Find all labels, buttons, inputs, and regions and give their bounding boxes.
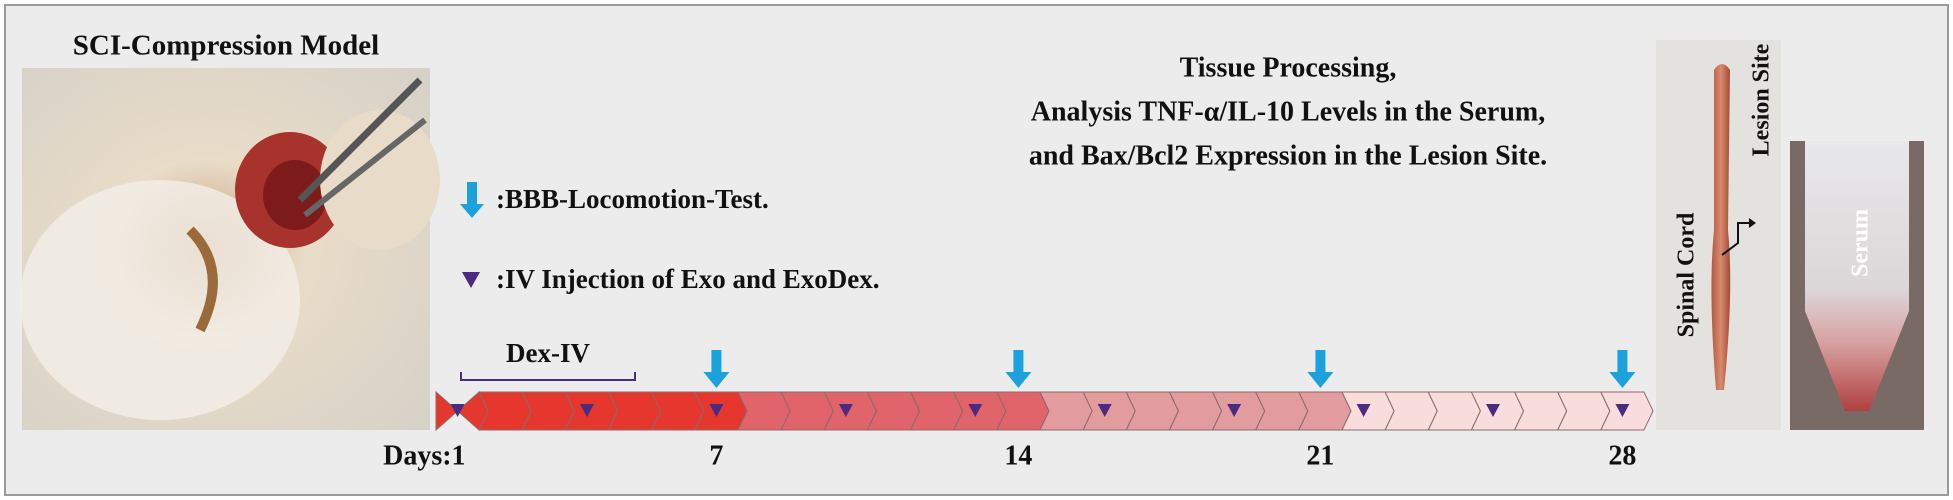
tissue-line: and Bax/Bcl2 Expression in the Lesion Si… — [1029, 140, 1547, 171]
day-label: 28 — [1608, 440, 1636, 471]
serum-photo: Serum — [1790, 141, 1924, 430]
model-title: SCI-Compression Model — [73, 30, 379, 62]
bracket-label: Dex-IV — [506, 338, 590, 368]
day-label: 7 — [709, 440, 723, 471]
bracket — [460, 372, 636, 381]
legend-arrow-text: :BBB-Locomotion-Test. — [496, 184, 769, 214]
legend: :BBB-Locomotion-Test. :IV Injection of E… — [460, 182, 880, 294]
serum-label: Serum — [1848, 209, 1874, 277]
injection-marker — [1486, 404, 1500, 417]
injection-marker — [1227, 404, 1242, 417]
day-label: 21 — [1306, 440, 1334, 471]
injection-marker — [1615, 404, 1630, 417]
test-arrow — [1609, 350, 1636, 388]
injection-marker — [450, 404, 465, 417]
injection-marker — [1356, 404, 1371, 417]
surgery-photo — [20, 68, 440, 430]
day-chevron — [1600, 391, 1654, 431]
test-arrow — [1005, 350, 1032, 388]
test-arrow — [1307, 350, 1334, 388]
tissue-line: Analysis TNF-α/IL-10 Levels in the Serum… — [1031, 96, 1545, 127]
injection-marker — [1097, 404, 1112, 417]
spinal-cord-photo: Spinal Cord Lesion Site — [1656, 40, 1781, 430]
day-label: Days:1 — [383, 440, 465, 471]
injection-marker — [709, 404, 724, 417]
timeline: Dex-IV Days:1 7 14 21 28 — [383, 338, 1654, 471]
injection-marker — [838, 404, 853, 417]
tissue-block: Tissue Processing, Analysis TNF-α/IL-10 … — [1029, 52, 1547, 171]
legend-injection-text: :IV Injection of Exo and ExoDex. — [496, 264, 880, 294]
lesion-site-label: Lesion Site — [1749, 43, 1775, 156]
test-arrow — [703, 350, 730, 388]
day-label: 14 — [1004, 440, 1032, 471]
triangle-icon — [462, 272, 480, 288]
spinal-cord-label: Spinal Cord — [1674, 212, 1700, 337]
injection-marker — [580, 404, 594, 417]
tissue-line: Tissue Processing, — [1180, 52, 1397, 83]
injection-marker — [968, 404, 983, 417]
arrow-icon — [460, 182, 484, 218]
